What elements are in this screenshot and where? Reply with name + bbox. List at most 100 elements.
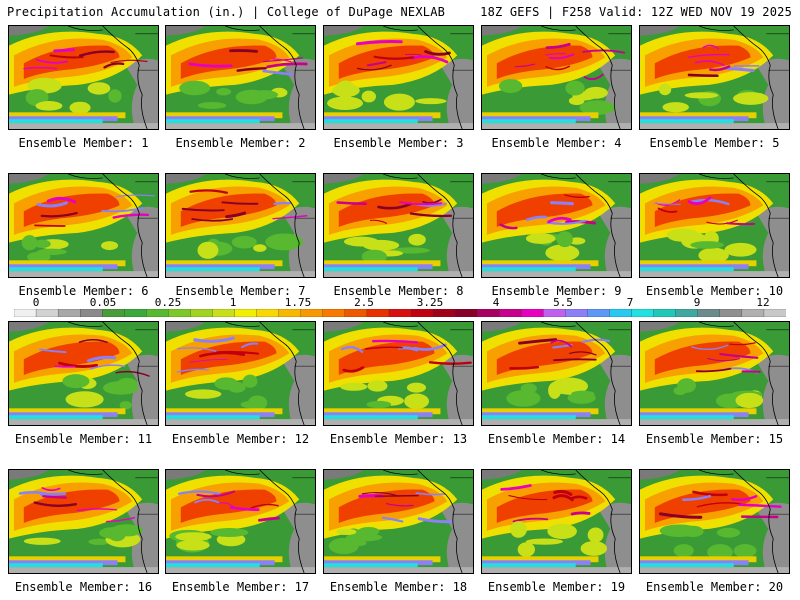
precip-band-heavy bbox=[338, 45, 435, 79]
precip-map bbox=[9, 322, 158, 425]
ensemble-member-label: Ensemble Member: 8 bbox=[333, 284, 464, 298]
border-lines bbox=[135, 33, 158, 71]
border-lines bbox=[450, 477, 473, 515]
border-lines bbox=[608, 33, 631, 71]
ensemble-member-label: Ensemble Member: 2 bbox=[175, 136, 306, 150]
colorbar-swatch bbox=[609, 309, 633, 317]
colorbar-tick-label: 0.25 bbox=[154, 296, 182, 309]
precip-map bbox=[640, 26, 789, 129]
colorbar-swatch bbox=[454, 309, 478, 317]
colorbar-tick-label: 1.75 bbox=[284, 296, 312, 309]
precip-map bbox=[482, 470, 631, 573]
precip-map bbox=[9, 470, 158, 573]
colorbar-swatch bbox=[697, 309, 721, 317]
border-lines bbox=[766, 33, 789, 71]
ensemble-member-map bbox=[8, 321, 159, 426]
precip-map bbox=[482, 322, 631, 425]
precip-map bbox=[9, 174, 158, 277]
coastline bbox=[417, 174, 463, 277]
tropical-band bbox=[482, 112, 599, 119]
ensemble-member-label: Ensemble Member: 9 bbox=[491, 284, 622, 298]
coastline bbox=[575, 174, 621, 277]
ensemble-member-label: Ensemble Member: 10 bbox=[645, 284, 784, 298]
colorbar-swatch bbox=[322, 309, 346, 317]
ensemble-member-map bbox=[639, 25, 790, 130]
coastline bbox=[102, 174, 148, 277]
precip-band-heavy bbox=[496, 193, 593, 227]
precip-map bbox=[640, 322, 789, 425]
coastline bbox=[259, 174, 305, 277]
coastline bbox=[733, 26, 779, 129]
ensemble-member-map bbox=[323, 25, 474, 130]
coastline bbox=[733, 470, 779, 573]
precip-map bbox=[324, 26, 473, 129]
tropical-band bbox=[482, 408, 599, 415]
precip-band-heavy bbox=[654, 489, 751, 523]
ensemble-member-label: Ensemble Member: 13 bbox=[329, 432, 468, 446]
coastline bbox=[417, 470, 463, 573]
colorbar-swatch bbox=[80, 309, 103, 317]
colorbar-tick-label: 0 bbox=[32, 296, 40, 309]
ensemble-member-map bbox=[165, 469, 316, 574]
tropical-band bbox=[9, 556, 126, 563]
colorbar-swatch bbox=[366, 309, 390, 317]
precip-map bbox=[166, 470, 315, 573]
ensemble-member-label: Ensemble Member: 19 bbox=[487, 580, 626, 594]
colorbar-swatch bbox=[719, 309, 743, 317]
colorbar-swatch bbox=[763, 309, 786, 317]
run-valid-time: 18Z GEFS | F258 Valid: 12Z WED NOV 19 20… bbox=[480, 5, 792, 19]
precip-map bbox=[640, 174, 789, 277]
precip-band-heavy bbox=[180, 45, 277, 79]
colorbar-strip bbox=[14, 309, 786, 317]
colorbar-swatch bbox=[653, 309, 677, 317]
precip-map bbox=[166, 174, 315, 277]
border-lines bbox=[450, 329, 473, 367]
tropical-band bbox=[166, 556, 283, 563]
colorbar-swatch bbox=[499, 309, 522, 317]
tropical-band bbox=[9, 408, 126, 415]
precip-map bbox=[324, 174, 473, 277]
colorbar-swatch bbox=[565, 309, 588, 317]
colorbar-tick-label: 5.5 bbox=[553, 296, 573, 309]
product-title: Precipitation Accumulation (in.) | Colle… bbox=[7, 5, 446, 19]
colorbar-swatch bbox=[521, 309, 544, 317]
ensemble-member-label: Ensemble Member: 12 bbox=[171, 432, 310, 446]
coastline bbox=[102, 470, 148, 573]
coastline bbox=[417, 26, 463, 129]
tropical-band bbox=[9, 260, 126, 267]
colorbar-swatch bbox=[631, 309, 655, 317]
border-lines bbox=[766, 329, 789, 367]
ensemble-member-map bbox=[165, 321, 316, 426]
coastline bbox=[733, 174, 779, 277]
colorbar-tick-label: 4 bbox=[492, 296, 500, 309]
border-lines bbox=[766, 181, 789, 219]
colorbar-tick-label: 3.25 bbox=[416, 296, 444, 309]
border-lines bbox=[608, 329, 631, 367]
ensemble-member-map bbox=[639, 173, 790, 278]
tropical-band bbox=[166, 408, 283, 415]
ensemble-member-label: Ensemble Member: 3 bbox=[333, 136, 464, 150]
ensemble-member-map bbox=[639, 321, 790, 426]
precip-map bbox=[640, 470, 789, 573]
colorbar-swatch bbox=[234, 309, 258, 317]
colorbar-swatch bbox=[35, 309, 59, 317]
ensemble-member-label: Ensemble Member: 17 bbox=[171, 580, 310, 594]
colorbar-swatch bbox=[124, 309, 147, 317]
precip-map bbox=[482, 26, 631, 129]
ensemble-member-map bbox=[481, 25, 632, 130]
colorbar-swatch bbox=[675, 309, 699, 317]
precip-map bbox=[324, 470, 473, 573]
coastline bbox=[259, 470, 305, 573]
tropical-band bbox=[640, 112, 757, 119]
colorbar-swatch bbox=[102, 309, 125, 317]
precip-band-heavy bbox=[338, 489, 435, 523]
ensemble-member-label: Ensemble Member: 16 bbox=[14, 580, 153, 594]
ensemble-member-map bbox=[323, 469, 474, 574]
ensemble-member-map bbox=[639, 469, 790, 574]
precip-band-heavy bbox=[180, 489, 277, 523]
ensemble-member-map bbox=[165, 25, 316, 130]
precip-band-heavy bbox=[654, 341, 751, 375]
border-lines bbox=[292, 477, 315, 515]
border-lines bbox=[135, 477, 158, 515]
tropical-band bbox=[9, 112, 126, 119]
